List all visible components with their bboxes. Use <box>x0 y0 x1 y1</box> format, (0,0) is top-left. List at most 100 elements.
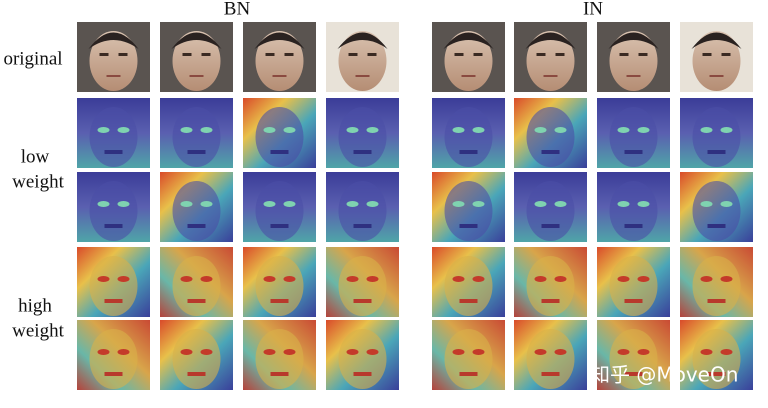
face-image <box>514 320 587 390</box>
mouth <box>187 150 206 154</box>
eye <box>721 53 731 56</box>
eye <box>617 127 630 133</box>
face <box>692 329 741 389</box>
mouth <box>707 150 726 154</box>
hair <box>691 32 742 49</box>
face-image <box>514 98 587 168</box>
face <box>692 107 741 167</box>
face <box>526 107 575 167</box>
mouth <box>624 299 643 303</box>
face-image <box>77 98 150 168</box>
eye <box>200 276 213 282</box>
column-header: BN <box>224 0 251 19</box>
face <box>338 107 387 167</box>
face <box>692 31 741 91</box>
row-label: weight <box>12 320 64 341</box>
eye <box>720 276 733 282</box>
mouth <box>624 372 643 376</box>
face <box>526 256 575 316</box>
mouth <box>104 372 123 376</box>
eye <box>617 349 630 355</box>
eye <box>97 127 110 133</box>
mouth <box>187 224 206 228</box>
mouth <box>543 75 558 77</box>
eye <box>366 349 379 355</box>
face <box>526 329 575 389</box>
face-image <box>432 172 505 242</box>
face <box>172 31 221 91</box>
mouth <box>626 75 641 77</box>
eye <box>452 127 465 133</box>
eye <box>534 127 547 133</box>
face <box>255 256 304 316</box>
face <box>255 181 304 241</box>
eye <box>200 201 213 207</box>
eye <box>720 127 733 133</box>
face-image <box>160 320 233 390</box>
eye <box>283 201 296 207</box>
eye <box>554 127 567 133</box>
face <box>444 31 493 91</box>
face <box>89 256 138 316</box>
face-image <box>77 320 150 390</box>
face-image <box>160 172 233 242</box>
face-image <box>432 247 505 317</box>
eye <box>702 53 712 56</box>
eye <box>180 349 193 355</box>
eye <box>200 127 213 133</box>
eye <box>263 276 276 282</box>
face <box>609 329 658 389</box>
face <box>609 31 658 91</box>
face <box>609 181 658 241</box>
eye <box>117 276 130 282</box>
face <box>444 107 493 167</box>
face-image <box>597 22 670 92</box>
row-label: weight <box>12 171 64 192</box>
mouth <box>707 299 726 303</box>
mouth <box>707 372 726 376</box>
eye <box>117 349 130 355</box>
mouth <box>104 150 123 154</box>
face <box>526 31 575 91</box>
mouth <box>459 299 478 303</box>
face-image <box>326 320 399 390</box>
face <box>89 31 138 91</box>
eye <box>472 349 485 355</box>
eye <box>367 53 377 56</box>
face <box>338 31 387 91</box>
face-image <box>680 172 753 242</box>
eye <box>554 201 567 207</box>
eye <box>617 201 630 207</box>
eye <box>473 53 483 56</box>
eye <box>263 127 276 133</box>
mouth <box>353 372 372 376</box>
face <box>338 181 387 241</box>
mouth <box>104 299 123 303</box>
face-image <box>680 247 753 317</box>
hair <box>608 32 659 49</box>
mouth <box>270 299 289 303</box>
eye <box>117 127 130 133</box>
eye <box>366 276 379 282</box>
eye <box>180 201 193 207</box>
face-image <box>243 247 316 317</box>
face-image <box>514 172 587 242</box>
hair <box>88 32 139 49</box>
eye <box>180 127 193 133</box>
face <box>172 107 221 167</box>
eye <box>472 201 485 207</box>
eye <box>263 349 276 355</box>
mouth <box>270 224 289 228</box>
eye <box>283 276 296 282</box>
eye <box>452 201 465 207</box>
face <box>444 181 493 241</box>
mouth <box>106 75 121 77</box>
eye <box>555 53 565 56</box>
mouth <box>104 224 123 228</box>
face-image <box>160 247 233 317</box>
eye <box>637 276 650 282</box>
mouth <box>624 150 643 154</box>
face <box>338 329 387 389</box>
face <box>255 329 304 389</box>
face <box>172 181 221 241</box>
